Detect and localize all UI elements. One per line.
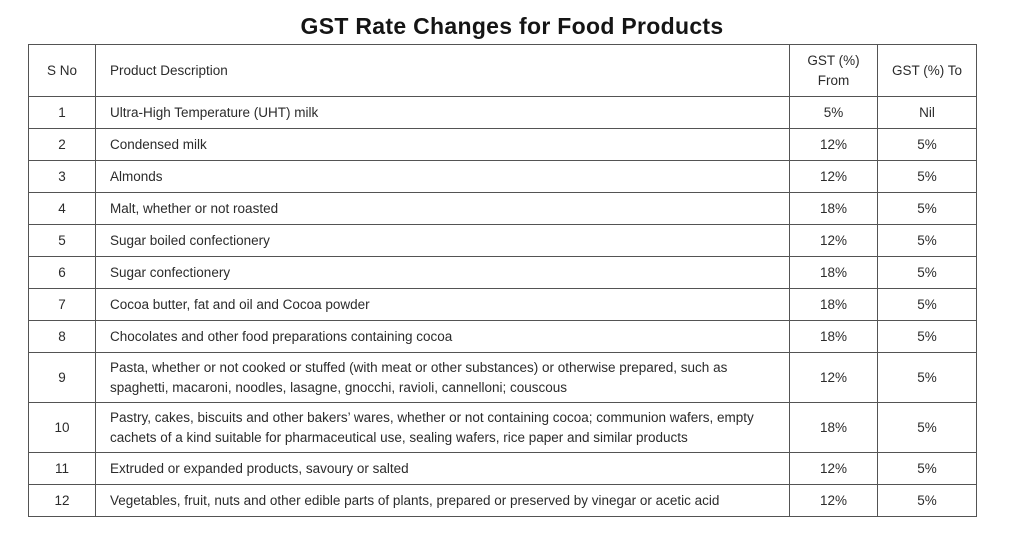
cell-gst-to: 5%: [877, 288, 977, 321]
gst-rate-table: S No Product Description GST (%) From GS…: [28, 44, 977, 518]
cell-gst-from: 12%: [789, 484, 878, 518]
cell-gst-from: 18%: [789, 320, 878, 353]
cell-gst-from: 12%: [789, 452, 878, 486]
cell-gst-to: 5%: [877, 452, 977, 486]
cell-gst-to: 5%: [877, 224, 977, 257]
header-s-no: S No: [28, 44, 96, 97]
cell-gst-to: 5%: [877, 160, 977, 193]
cell-description: Malt, whether or not roasted: [95, 192, 790, 225]
cell-description: Sugar boiled confectionery: [95, 224, 790, 257]
cell-gst-to: 5%: [877, 351, 977, 404]
cell-gst-from: 18%: [789, 288, 878, 321]
cell-s-no: 8: [28, 320, 96, 353]
table-header-row: S No Product Description GST (%) From GS…: [28, 44, 977, 97]
cell-gst-to: Nil: [877, 96, 977, 129]
cell-gst-from: 12%: [789, 351, 878, 404]
page-title: GST Rate Changes for Food Products: [300, 13, 724, 39]
cell-gst-from: 12%: [789, 128, 878, 161]
cell-s-no: 1: [28, 96, 96, 129]
cell-gst-from: 18%: [789, 256, 878, 289]
cell-gst-to: 5%: [877, 256, 977, 289]
header-gst-from: GST (%) From: [789, 44, 878, 97]
table-row: 5 Sugar boiled confectionery 12% 5%: [28, 224, 977, 257]
table-row: 10 Pastry, cakes, biscuits and other bak…: [28, 402, 977, 454]
cell-gst-to: 5%: [877, 320, 977, 353]
cell-description: Pastry, cakes, biscuits and other bakers…: [95, 402, 790, 454]
table-row: 9 Pasta, whether or not cooked or stuffe…: [28, 351, 977, 404]
cell-s-no: 7: [28, 288, 96, 321]
cell-description: Pasta, whether or not cooked or stuffed …: [95, 351, 790, 404]
table-row: 7 Cocoa butter, fat and oil and Cocoa po…: [28, 288, 977, 321]
cell-gst-to: 5%: [877, 484, 977, 518]
cell-s-no: 10: [28, 402, 96, 454]
cell-s-no: 3: [28, 160, 96, 193]
cell-s-no: 2: [28, 128, 96, 161]
table-row: 8 Chocolates and other food preparations…: [28, 320, 977, 353]
cell-s-no: 9: [28, 351, 96, 404]
table-body: 1 Ultra-High Temperature (UHT) milk 5% N…: [28, 96, 977, 518]
table-row: 3 Almonds 12% 5%: [28, 160, 977, 193]
cell-gst-from: 5%: [789, 96, 878, 129]
cell-s-no: 11: [28, 452, 96, 486]
cell-s-no: 6: [28, 256, 96, 289]
cell-gst-to: 5%: [877, 128, 977, 161]
cell-description: Almonds: [95, 160, 790, 193]
table-row: 2 Condensed milk 12% 5%: [28, 128, 977, 161]
cell-description: Ultra-High Temperature (UHT) milk: [95, 96, 790, 129]
cell-description: Sugar confectionery: [95, 256, 790, 289]
cell-gst-from: 12%: [789, 160, 878, 193]
cell-gst-from: 18%: [789, 402, 878, 454]
cell-description: Cocoa butter, fat and oil and Cocoa powd…: [95, 288, 790, 321]
cell-gst-from: 12%: [789, 224, 878, 257]
cell-description: Extruded or expanded products, savoury o…: [95, 452, 790, 486]
header-product-description: Product Description: [95, 44, 790, 97]
table-row: 12 Vegetables, fruit, nuts and other edi…: [28, 484, 977, 518]
table-row: 4 Malt, whether or not roasted 18% 5%: [28, 192, 977, 225]
cell-s-no: 12: [28, 484, 96, 518]
cell-description: Chocolates and other food preparations c…: [95, 320, 790, 353]
cell-description: Vegetables, fruit, nuts and other edible…: [95, 484, 790, 518]
cell-description: Condensed milk: [95, 128, 790, 161]
header-gst-to: GST (%) To: [877, 44, 977, 97]
cell-gst-to: 5%: [877, 402, 977, 454]
table-row: 6 Sugar confectionery 18% 5%: [28, 256, 977, 289]
cell-s-no: 4: [28, 192, 96, 225]
cell-s-no: 5: [28, 224, 96, 257]
cell-gst-from: 18%: [789, 192, 878, 225]
cell-gst-to: 5%: [877, 192, 977, 225]
table-row: 1 Ultra-High Temperature (UHT) milk 5% N…: [28, 96, 977, 129]
table-row: 11 Extruded or expanded products, savour…: [28, 452, 977, 486]
